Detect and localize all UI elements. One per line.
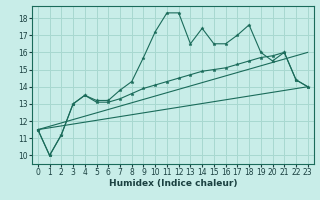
X-axis label: Humidex (Indice chaleur): Humidex (Indice chaleur): [108, 179, 237, 188]
